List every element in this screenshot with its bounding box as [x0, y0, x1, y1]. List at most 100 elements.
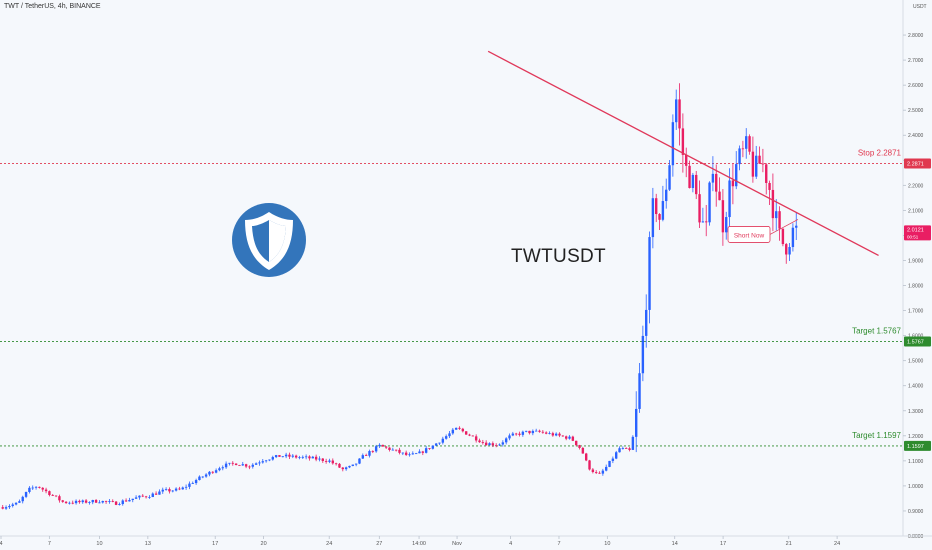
candle-body	[41, 487, 44, 490]
candle-body	[38, 486, 41, 488]
candle-body	[498, 444, 501, 446]
candle-body	[578, 445, 581, 448]
candle-body	[334, 463, 338, 465]
candle-body	[685, 154, 688, 166]
candle-body	[725, 217, 728, 233]
candle-body	[441, 438, 445, 443]
candle-body	[61, 500, 64, 502]
candle-body	[551, 433, 555, 436]
candle-body	[468, 434, 471, 436]
candle-body	[538, 430, 541, 432]
candle-body	[785, 244, 788, 255]
candle-body	[775, 211, 778, 219]
candle-body	[124, 500, 128, 502]
candle-body	[658, 214, 661, 220]
price-tick-label: 1.1000	[908, 459, 924, 465]
candle-body	[401, 452, 405, 454]
candle-body	[708, 182, 711, 223]
candle-body	[68, 502, 71, 504]
candle-body	[261, 461, 264, 463]
candle-body	[451, 429, 455, 434]
candle-body	[461, 428, 465, 432]
candle-body	[648, 237, 651, 310]
candle-body	[791, 227, 795, 248]
candle-body	[428, 448, 431, 449]
time-tick-label: 4	[509, 541, 512, 547]
time-tick-label: 21	[786, 541, 792, 547]
shield-half-icon	[269, 220, 286, 262]
candle-body	[204, 474, 208, 477]
time-axis[interactable]: 4 7 10 13 17 20 24 27 14:00 Nov 4 7 10 14 17 21 24	[0, 535, 932, 547]
candle-body	[191, 483, 194, 484]
candle-body	[21, 496, 24, 502]
candle-body	[8, 505, 11, 508]
candle-body	[14, 502, 18, 505]
price-axis[interactable]: 0.8000 0.9000 1.0000 1.1000 1.2000 1.3000 1.40…	[902, 0, 924, 540]
target-level-2-tag	[904, 440, 931, 451]
annotation-text: Short Now	[734, 232, 765, 239]
time-tick-label: 10	[96, 541, 102, 547]
candle-body	[494, 445, 498, 447]
candle-body	[544, 432, 548, 434]
candle-body	[78, 500, 81, 503]
candle-body	[691, 174, 695, 188]
candle-body	[718, 191, 721, 201]
time-tick-label: 10	[604, 541, 610, 547]
price-tick-label: 1.8000	[908, 284, 924, 290]
candle-body	[18, 501, 21, 503]
candle-body	[81, 500, 84, 503]
candle-body	[388, 447, 391, 450]
candle-body	[531, 430, 535, 434]
price-tick-label: 1.3000	[908, 409, 924, 415]
candle-body	[528, 430, 531, 434]
candle-body	[511, 433, 515, 436]
candle-body	[675, 99, 678, 123]
candle-body	[161, 489, 164, 492]
time-tick-label: 17	[212, 541, 218, 547]
candle-body	[91, 500, 94, 503]
candle-body	[54, 495, 58, 497]
candle-body	[184, 486, 188, 488]
candle-body	[374, 446, 378, 452]
time-tick-label: 7	[557, 541, 560, 547]
candle-body	[164, 489, 168, 490]
candle-body	[104, 500, 108, 502]
candle-body	[778, 211, 781, 229]
candle-body	[88, 502, 91, 504]
time-tick-label: 20	[261, 541, 267, 547]
logo-group	[232, 203, 306, 277]
candle-body	[264, 460, 268, 462]
candle-body	[98, 502, 101, 504]
candle-body	[228, 462, 231, 464]
candle-body	[414, 453, 418, 455]
candle-body	[174, 488, 178, 491]
candle-body	[514, 433, 518, 435]
target-level-1-label: Target 1.5767	[852, 326, 901, 335]
candle-body	[464, 431, 468, 435]
candle-body	[111, 501, 114, 502]
candle-body	[148, 497, 151, 498]
candle-body	[118, 504, 121, 505]
candle-body	[268, 459, 271, 461]
candle-body	[564, 436, 568, 439]
current-price-tag	[904, 225, 931, 241]
candle-body	[341, 467, 345, 470]
candle-body	[301, 456, 304, 458]
axis-unit-label: USDT	[913, 4, 927, 10]
target-level-2-tag-text: 1.1597	[907, 444, 924, 450]
candle-body	[384, 446, 388, 448]
symbol-label: TWTUSDT	[511, 246, 606, 267]
candle-body	[194, 480, 198, 484]
candle-body	[678, 99, 681, 129]
candle-body	[448, 433, 451, 437]
candle-body	[641, 335, 645, 374]
candle-body	[121, 500, 124, 505]
candle-body	[721, 200, 725, 233]
candle-body	[51, 495, 54, 496]
candle-body	[668, 165, 671, 190]
candle-body	[504, 438, 508, 443]
price-tick-label: 0.8000	[908, 534, 924, 540]
candle-body	[258, 462, 261, 464]
